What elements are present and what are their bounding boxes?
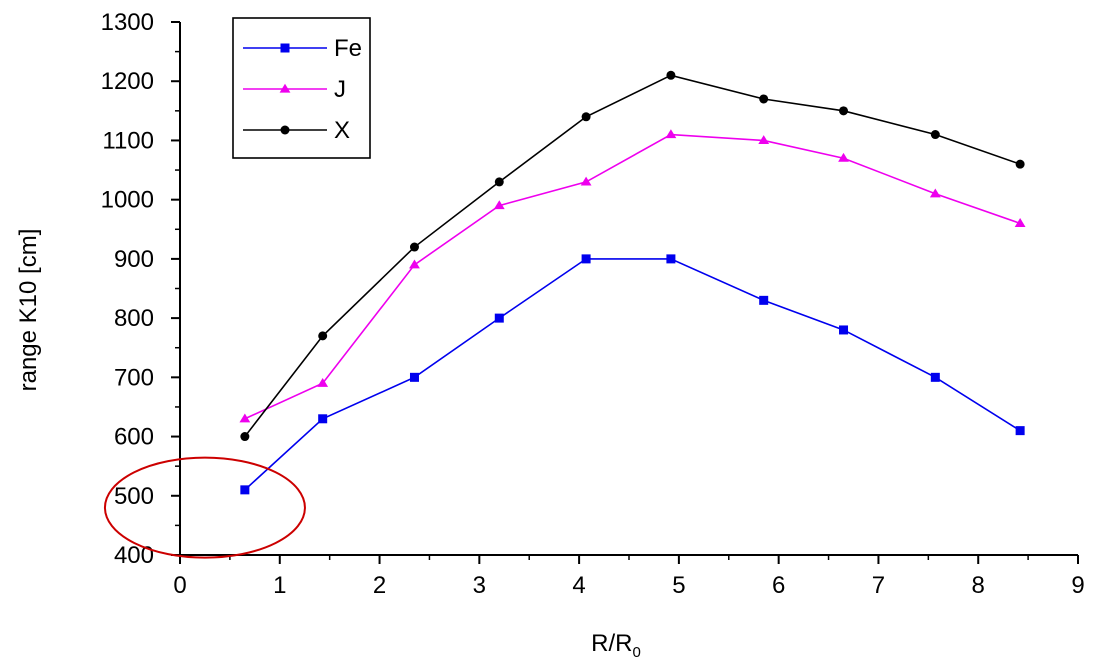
legend-label: X xyxy=(334,117,350,144)
data-point xyxy=(409,372,419,382)
y-tick-label: 1000 xyxy=(101,187,154,214)
data-point xyxy=(240,432,250,442)
data-point xyxy=(930,372,940,382)
data-point xyxy=(758,135,770,145)
data-point xyxy=(581,112,591,122)
x-axis-title-main: R/R xyxy=(591,630,632,657)
data-point xyxy=(494,177,504,187)
legend: Fe JX xyxy=(232,17,371,159)
data-point xyxy=(1015,159,1025,169)
y-tick-label: 700 xyxy=(114,364,154,391)
data-point xyxy=(759,94,769,104)
data-point xyxy=(580,176,592,186)
data-point xyxy=(409,259,420,269)
data-point xyxy=(318,331,328,341)
x-tick-label: 7 xyxy=(872,572,885,599)
y-axis-title: range K10 [cm] xyxy=(15,229,42,392)
data-point xyxy=(494,313,504,323)
data-point xyxy=(838,152,849,162)
series-j xyxy=(239,129,1026,423)
legend-label: Fe xyxy=(334,35,362,62)
data-point xyxy=(930,130,940,140)
y-tick-label: 600 xyxy=(114,424,154,451)
legend-item-x: X xyxy=(243,117,350,144)
x-tick-label: 2 xyxy=(373,572,386,599)
data-point xyxy=(759,295,769,305)
data-point xyxy=(665,129,677,139)
legend-item-j: J xyxy=(243,76,346,103)
data-point xyxy=(240,485,250,495)
data-point xyxy=(493,200,505,210)
legend-marker xyxy=(280,125,290,135)
y-tick-label: 1300 xyxy=(101,9,154,36)
y-axis-ticks: 400 500 600 700 800 900 1000 1100 1200 1300 xyxy=(101,9,180,569)
data-point xyxy=(839,325,849,335)
y-tick-label: 900 xyxy=(114,246,154,273)
highlight-ellipse xyxy=(103,456,306,559)
data-point xyxy=(1014,218,1026,227)
x-tick-label: 3 xyxy=(473,572,486,599)
y-tick-label: 500 xyxy=(114,483,154,510)
legend-box xyxy=(232,17,371,159)
x-axis-title: R/R0 xyxy=(591,630,641,661)
data-point xyxy=(929,188,941,198)
x-tick-label: 8 xyxy=(972,572,985,599)
x-axis-title-subscript: 0 xyxy=(633,644,641,661)
y-tick-label: 800 xyxy=(114,305,154,332)
series-x xyxy=(240,70,1025,442)
data-point xyxy=(666,254,676,264)
legend-marker xyxy=(280,43,290,53)
data-point xyxy=(581,254,591,264)
y-tick-label: 1200 xyxy=(101,68,154,95)
x-tick-label: 5 xyxy=(672,572,685,599)
series-line xyxy=(244,74,1021,438)
legend-item-fe: Fe xyxy=(243,35,362,62)
y-tick-label: 1100 xyxy=(102,127,154,154)
data-point xyxy=(409,242,419,252)
data-point xyxy=(839,106,849,116)
legend-label: J xyxy=(334,76,346,103)
series-layer xyxy=(239,70,1026,495)
legend-marker xyxy=(279,83,291,93)
data-point xyxy=(1015,426,1025,436)
series-line xyxy=(244,258,1021,491)
x-tick-label: 6 xyxy=(772,572,785,599)
y-tick-label: 400 xyxy=(114,542,154,569)
x-tick-label: 4 xyxy=(572,572,585,599)
data-point xyxy=(317,377,329,387)
data-point xyxy=(666,70,676,80)
x-tick-label: 1 xyxy=(273,572,286,599)
x-tick-label: 0 xyxy=(173,572,186,599)
x-axis-ticks: 0 1 2 3 4 5 6 7 8 9 xyxy=(173,555,1085,599)
series-fe xyxy=(240,254,1025,495)
data-point xyxy=(318,414,328,424)
data-point xyxy=(239,413,251,423)
x-tick-label: 9 xyxy=(1071,572,1084,599)
annotation-layer xyxy=(103,456,306,559)
series-line xyxy=(244,133,1021,420)
